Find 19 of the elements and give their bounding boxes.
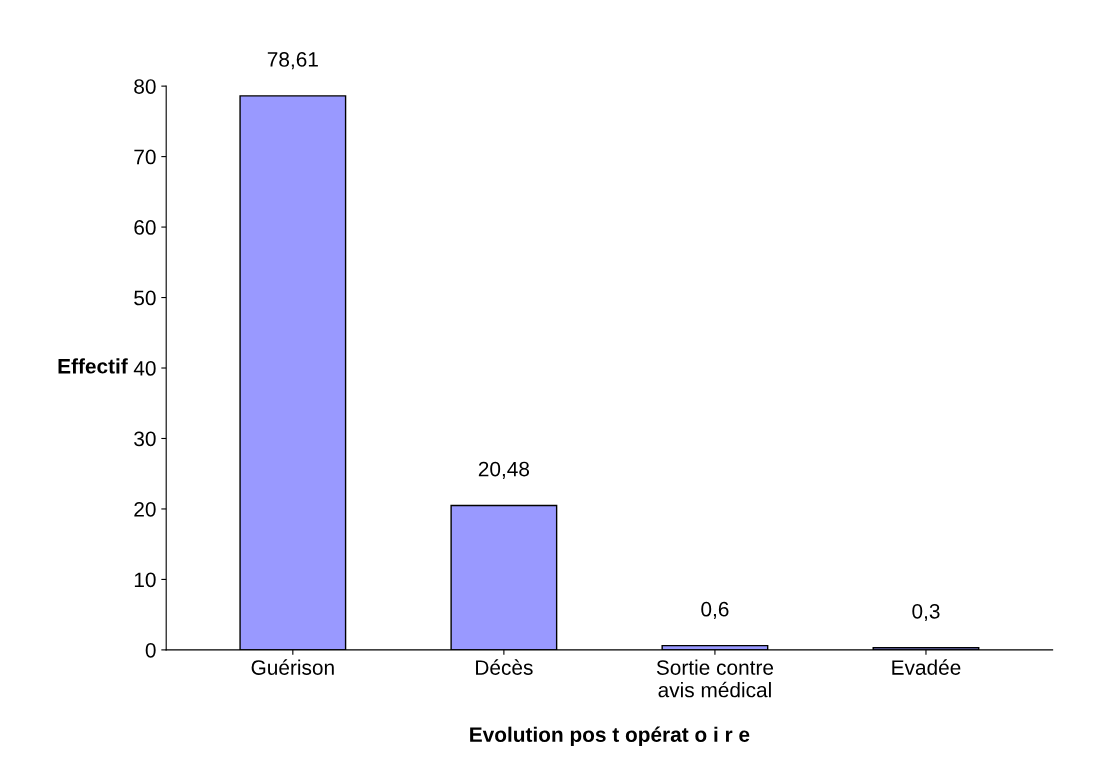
x-tick-label: Décès	[476, 659, 533, 675]
y-axis-title: Effectif	[58, 358, 128, 374]
x-axis-title: Evolution pos t opérat o i r e	[470, 726, 750, 747]
y-tick-label: 20	[134, 501, 156, 517]
y-tick-label: 70	[134, 149, 156, 165]
y-tick-label: 60	[134, 220, 156, 235]
y-tick-label: 10	[134, 572, 156, 588]
y-tick-label: 80	[134, 79, 156, 94]
x-tick-label: Evadée	[892, 659, 961, 675]
x-tick-label: Sortie contre avis médical	[656, 659, 774, 698]
data-label: 0,6	[701, 601, 729, 619]
data-label: 0,3	[912, 603, 940, 622]
y-tick-label: 0	[145, 642, 156, 658]
data-label: 78,61	[267, 52, 318, 70]
y-tick-label: 40	[133, 361, 156, 376]
y-tick-label: 50	[134, 290, 156, 306]
x-tick-label: Guérison	[251, 659, 334, 675]
y-tick-label: 30	[134, 431, 156, 447]
data-label: 20,48	[478, 461, 530, 479]
